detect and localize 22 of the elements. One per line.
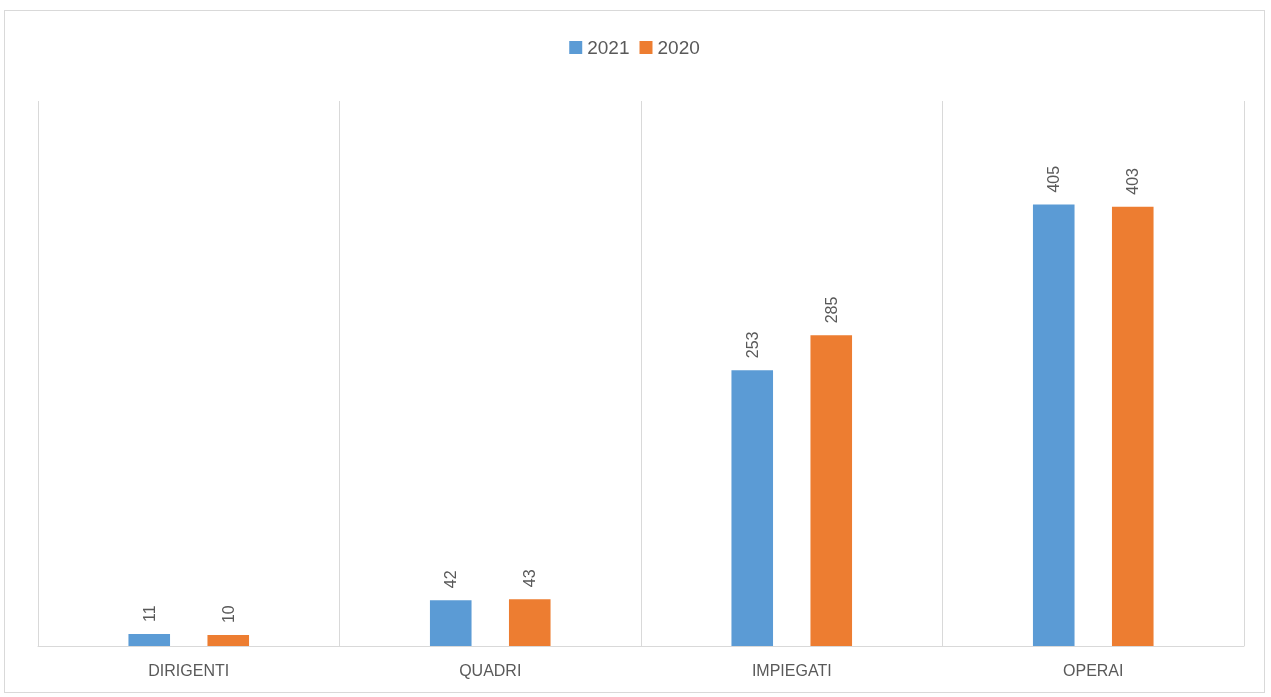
- legend-label: 2021: [587, 37, 630, 58]
- bar: [1111, 206, 1154, 646]
- bar: [128, 634, 171, 646]
- data-label: 253: [743, 331, 761, 359]
- data-label: 403: [1124, 167, 1142, 195]
- data-label: 43: [521, 569, 539, 588]
- x-tick-label: OPERAI: [1063, 661, 1124, 679]
- x-tick-label: DIRIGENTI: [148, 661, 230, 679]
- data-label: 285: [822, 296, 840, 324]
- data-label: 42: [442, 570, 460, 589]
- bar: [1032, 204, 1075, 646]
- data-label: 11: [140, 605, 158, 623]
- legend-label: 2020: [657, 37, 700, 58]
- bar: [429, 600, 472, 646]
- data-label: 10: [219, 605, 237, 624]
- bar: [810, 335, 853, 646]
- bar: [508, 599, 551, 646]
- x-tick-label: QUADRI: [459, 661, 522, 679]
- x-tick-label: IMPIEGATI: [751, 661, 832, 679]
- data-label: 405: [1045, 165, 1063, 193]
- bar: [207, 635, 250, 646]
- bar: [731, 370, 774, 646]
